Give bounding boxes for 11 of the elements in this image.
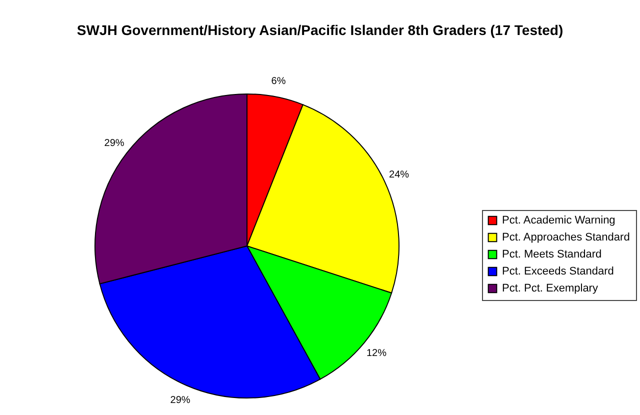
data-label: 24% <box>389 169 410 180</box>
data-label: 29% <box>104 138 124 150</box>
legend-label: Pct. Academic Warning <box>502 214 616 226</box>
chart-title: SWJH Government/History Asian/Pacific Islander 8th Graders (17 Tested) <box>76 22 564 38</box>
data-label: 12% <box>366 348 387 360</box>
legend-label: Pct. Pct. Exemplary <box>502 282 598 294</box>
legend-label: Pct. Exceeds Standard <box>502 266 614 278</box>
legend-label: Pct. Approaches Standard <box>502 232 630 244</box>
legend-label: Pct. Meets Standard <box>502 248 602 260</box>
data-label: 29% <box>170 395 190 406</box>
data-label: 6% <box>271 76 286 87</box>
